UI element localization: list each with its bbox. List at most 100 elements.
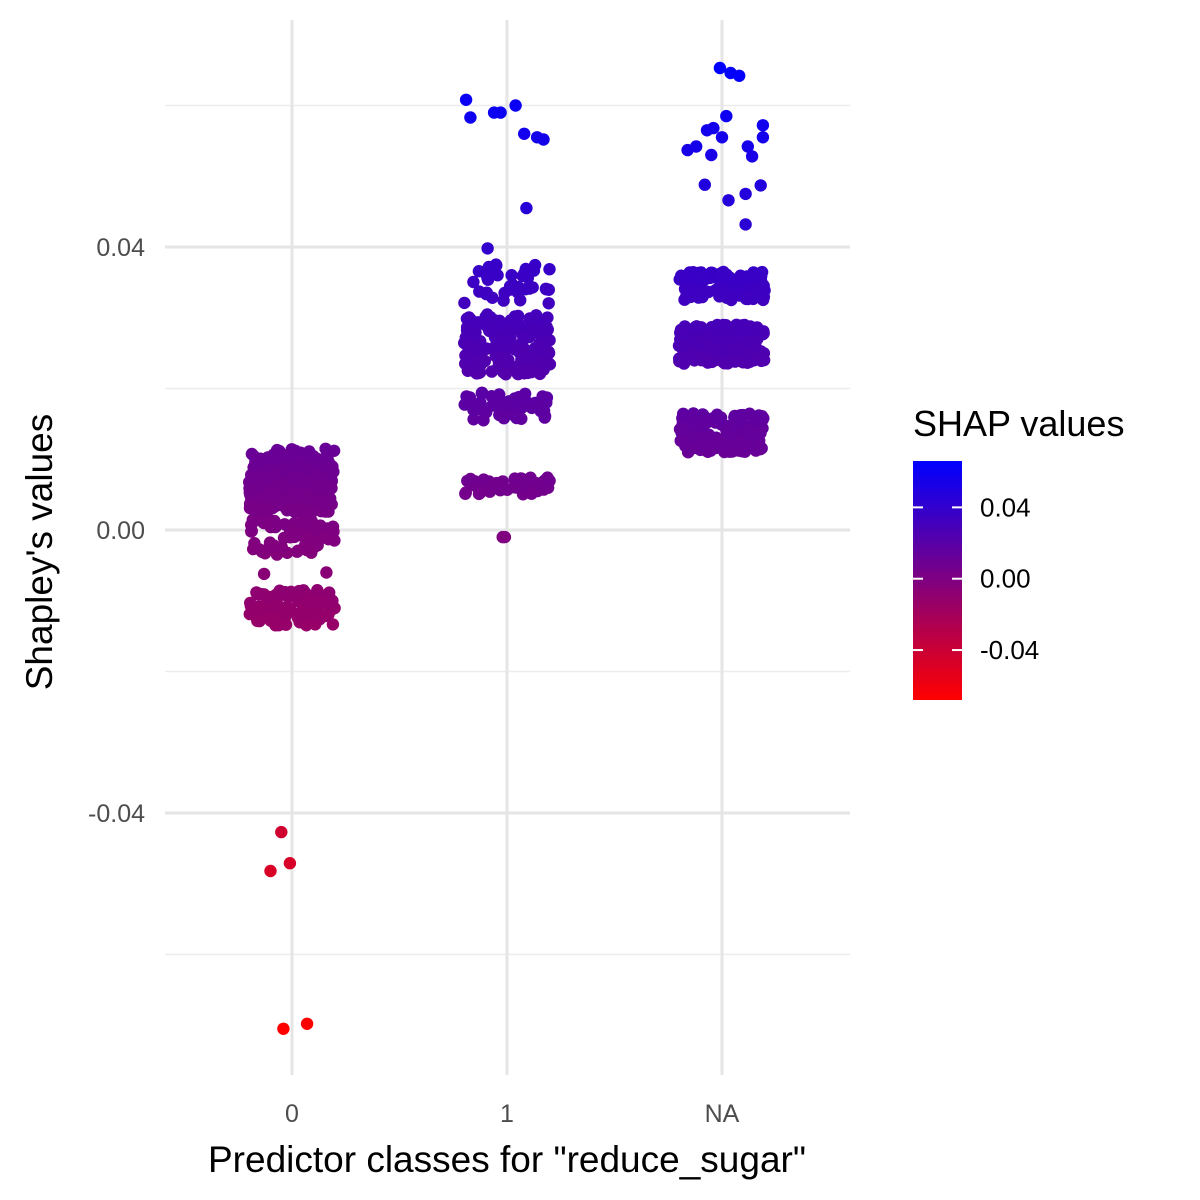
x-axis-title: Predictor classes for "reduce_sugar" xyxy=(208,1139,806,1180)
data-point xyxy=(257,567,271,581)
data-point xyxy=(512,280,525,294)
data-point xyxy=(705,355,719,369)
data-point xyxy=(539,324,552,337)
data-point xyxy=(542,297,555,310)
data-point xyxy=(735,445,749,458)
data-point xyxy=(246,605,259,618)
data-point xyxy=(528,342,542,355)
data-point xyxy=(477,414,490,427)
data-point xyxy=(506,408,520,421)
data-point xyxy=(251,588,264,601)
data-point xyxy=(269,488,283,502)
data-point xyxy=(264,864,277,878)
data-point xyxy=(467,275,480,289)
data-point xyxy=(733,69,746,83)
data-point xyxy=(726,323,739,336)
data-point xyxy=(283,857,297,870)
data-point xyxy=(509,99,522,112)
legend-tick-label: 0.04 xyxy=(980,492,1031,522)
data-point xyxy=(305,506,319,519)
data-point xyxy=(306,449,320,463)
x-tick-label: 0 xyxy=(285,1100,299,1128)
data-point xyxy=(705,266,719,279)
data-point xyxy=(520,201,533,215)
data-point xyxy=(541,471,554,484)
data-point xyxy=(516,328,529,341)
data-point xyxy=(754,179,767,192)
data-point xyxy=(464,111,477,124)
legend-colorbar xyxy=(913,461,962,700)
data-point xyxy=(715,131,729,144)
data-point xyxy=(739,187,752,201)
data-point xyxy=(478,354,491,368)
data-point xyxy=(713,434,726,447)
data-point xyxy=(469,326,482,339)
data-point xyxy=(278,518,291,531)
data-point xyxy=(705,148,718,162)
data-point xyxy=(475,387,489,400)
data-point xyxy=(756,131,770,144)
data-point xyxy=(498,530,512,544)
data-point xyxy=(723,274,736,287)
data-point xyxy=(679,339,692,352)
x-tick-label: NA xyxy=(705,1100,740,1128)
data-points xyxy=(243,61,771,1035)
data-point xyxy=(465,341,479,354)
data-point xyxy=(678,282,692,296)
x-axis-tick-labels: 0 1 NA xyxy=(285,1100,740,1128)
data-point xyxy=(499,352,512,365)
data-point xyxy=(302,597,316,610)
data-point xyxy=(735,409,748,422)
data-point xyxy=(268,468,281,481)
data-point xyxy=(480,287,493,301)
data-point xyxy=(713,290,726,303)
data-point xyxy=(722,194,735,207)
data-point xyxy=(301,490,314,503)
data-point xyxy=(489,258,503,271)
data-point xyxy=(473,487,486,500)
data-point xyxy=(514,294,527,307)
data-point xyxy=(460,390,473,403)
legend-title: SHAP values xyxy=(913,403,1124,444)
data-point xyxy=(297,513,310,527)
legend-tick-label: -0.04 xyxy=(980,635,1039,665)
data-point xyxy=(729,342,743,355)
data-point xyxy=(245,518,258,532)
data-point xyxy=(698,178,711,191)
legend-ticks: 0.04 0.00 -0.04 xyxy=(913,492,1039,665)
data-point xyxy=(745,428,758,441)
data-point xyxy=(277,1022,290,1035)
data-point xyxy=(489,339,503,352)
data-point xyxy=(521,366,535,380)
data-point xyxy=(311,584,324,597)
data-point xyxy=(690,140,703,153)
data-point xyxy=(734,274,748,287)
x-tick-label: 1 xyxy=(500,1100,514,1128)
data-point xyxy=(267,600,280,614)
data-point xyxy=(713,61,727,75)
data-point xyxy=(283,503,296,516)
data-point xyxy=(298,539,312,552)
data-point xyxy=(326,618,340,631)
data-point xyxy=(268,449,281,462)
data-point xyxy=(523,282,536,295)
color-legend: SHAP values 0.04 0.00 -0.04 xyxy=(913,403,1124,700)
data-point xyxy=(720,109,733,123)
data-point xyxy=(741,140,754,153)
data-point xyxy=(525,487,538,500)
y-tick-label: 0.00 xyxy=(96,517,145,545)
data-point xyxy=(501,340,514,353)
y-tick-label: -0.04 xyxy=(88,800,145,828)
data-point xyxy=(266,614,279,627)
data-point xyxy=(300,464,313,477)
data-point xyxy=(674,326,687,339)
data-point xyxy=(714,411,728,424)
data-point xyxy=(494,106,507,119)
data-point xyxy=(472,265,486,278)
data-point xyxy=(674,434,687,447)
data-point xyxy=(288,530,301,544)
data-point xyxy=(679,349,692,362)
data-point xyxy=(750,353,763,366)
data-point xyxy=(723,429,736,443)
